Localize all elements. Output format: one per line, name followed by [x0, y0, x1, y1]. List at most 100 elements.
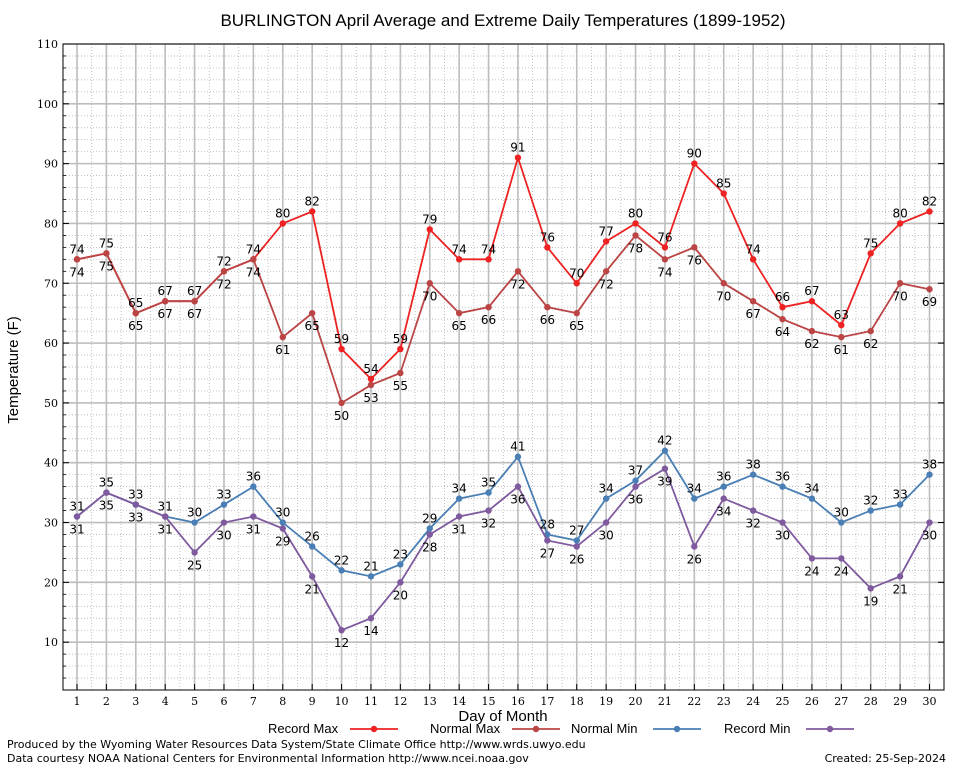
- normal-max-data-label: 62: [804, 337, 819, 351]
- normal-min-data-label: 34: [452, 482, 467, 496]
- legend-marker-record-max: [370, 725, 378, 733]
- normal-max-point: [338, 399, 345, 407]
- record-min-data-label: 30: [775, 529, 790, 543]
- record-min-data-label: 34: [716, 505, 731, 519]
- normal-min-point: [779, 483, 786, 490]
- x-tick-label: 22: [687, 695, 701, 708]
- record-max-data-label: 82: [305, 194, 320, 208]
- record-max-data-label: 76: [540, 230, 555, 244]
- record-min-data-label: 27: [540, 546, 555, 560]
- record-min-data-label: 26: [569, 552, 584, 566]
- x-tick-label: 18: [570, 695, 584, 708]
- record-max-data-label: 74: [246, 242, 261, 256]
- normal-max-point: [749, 298, 757, 305]
- chart-title: BURLINGTON April Average and Extreme Dai…: [220, 11, 785, 30]
- record-min-point: [749, 507, 757, 514]
- normal-max-point: [896, 280, 904, 287]
- normal-min-point: [602, 495, 610, 502]
- record-min-point: [279, 525, 286, 532]
- record-max-point: [632, 220, 639, 227]
- record-min-data-label: 30: [216, 529, 231, 543]
- normal-max-data-label: 78: [628, 241, 643, 255]
- normal-max-point: [161, 298, 169, 305]
- record-min-point: [191, 549, 198, 556]
- record-max-data-label: 74: [745, 242, 760, 256]
- record-min-data-label: 29: [275, 535, 290, 549]
- normal-min-data-label: 38: [922, 458, 937, 472]
- record-min-data-label: 32: [481, 517, 496, 531]
- record-max-point: [779, 303, 786, 311]
- normal-min-data-label: 35: [99, 476, 114, 490]
- normal-min-point: [661, 447, 669, 454]
- record-max-point: [367, 375, 375, 383]
- legend-label-normal-max: Normal Max: [430, 721, 501, 736]
- x-tick-label: 20: [629, 695, 643, 708]
- normal-max-data-label: 70: [422, 289, 437, 303]
- normal-max-point: [426, 280, 433, 287]
- x-tick-label: 13: [423, 695, 437, 708]
- normal-max-data-label: 72: [598, 277, 613, 291]
- normal-min-data-label: 36: [775, 470, 790, 484]
- normal-max-data-label: 64: [775, 325, 790, 339]
- normal-max-point: [455, 309, 463, 317]
- record-max-data-label: 67: [158, 284, 173, 298]
- normal-min-point: [338, 567, 345, 574]
- normal-min-point: [573, 537, 580, 544]
- legend-label-record-min: Record Min: [724, 721, 790, 736]
- record-min-point: [838, 555, 845, 562]
- normal-min-point: [367, 573, 375, 580]
- x-tick-label: 29: [893, 695, 907, 708]
- record-min-point: [426, 531, 433, 538]
- y-tick-label: 40: [44, 457, 58, 470]
- normal-max-data-label: 72: [216, 277, 231, 291]
- normal-min-point: [279, 519, 286, 526]
- record-min-point: [308, 573, 316, 580]
- record-max-point: [485, 256, 492, 263]
- record-min-data-label: 24: [804, 564, 819, 578]
- normal-min-data-label: 38: [745, 458, 760, 472]
- record-max-point: [602, 238, 610, 245]
- record-max-data-label: 72: [216, 254, 231, 268]
- record-min-point: [720, 495, 727, 502]
- x-tick-label: 6: [220, 695, 227, 708]
- x-tick-label: 15: [482, 695, 496, 708]
- x-tick-label: 21: [658, 695, 672, 708]
- normal-min-data-label: 34: [687, 482, 702, 496]
- x-tick-label: 25: [776, 695, 790, 708]
- normal-max-point: [73, 256, 81, 263]
- normal-min-point: [455, 495, 463, 502]
- normal-min-point: [514, 453, 522, 460]
- y-tick-label: 20: [44, 576, 58, 589]
- normal-min-data-label: 23: [393, 547, 408, 561]
- record-max-point: [455, 256, 463, 263]
- record-max-data-label: 76: [657, 230, 672, 244]
- normal-max-point: [514, 268, 522, 275]
- normal-min-point: [691, 495, 698, 502]
- footer-created: Created: 25-Sep-2024: [824, 752, 946, 765]
- normal-min-data-label: 36: [246, 470, 261, 484]
- normal-min-point: [720, 483, 727, 490]
- record-max-point: [544, 244, 551, 251]
- record-max-point: [896, 220, 904, 227]
- record-min-point: [455, 513, 463, 520]
- record-max-data-label: 82: [922, 194, 937, 208]
- normal-min-data-label: 37: [628, 464, 643, 478]
- normal-min-data-label: 33: [216, 488, 231, 502]
- x-tick-label: 5: [191, 695, 198, 708]
- legend: Record Max Normal Max Normal Min Record Min: [268, 721, 854, 736]
- record-max-data-label: 67: [187, 284, 202, 298]
- x-tick-label: 8: [279, 695, 286, 708]
- normal-min-data-label: 42: [657, 434, 672, 448]
- y-tick-label: 30: [44, 517, 58, 530]
- normal-min-point: [896, 501, 904, 508]
- record-min-point: [573, 543, 580, 550]
- normal-max-data-label: 67: [158, 307, 173, 321]
- record-min-data-label: 36: [628, 493, 643, 507]
- normal-max-point: [103, 250, 110, 257]
- normal-min-point: [749, 471, 757, 478]
- record-max-data-label: 70: [569, 266, 584, 280]
- record-min-data-label: 31: [69, 523, 84, 537]
- normal-min-point: [220, 501, 228, 508]
- record-max-point: [749, 256, 757, 263]
- normal-min-data-label: 35: [481, 476, 496, 490]
